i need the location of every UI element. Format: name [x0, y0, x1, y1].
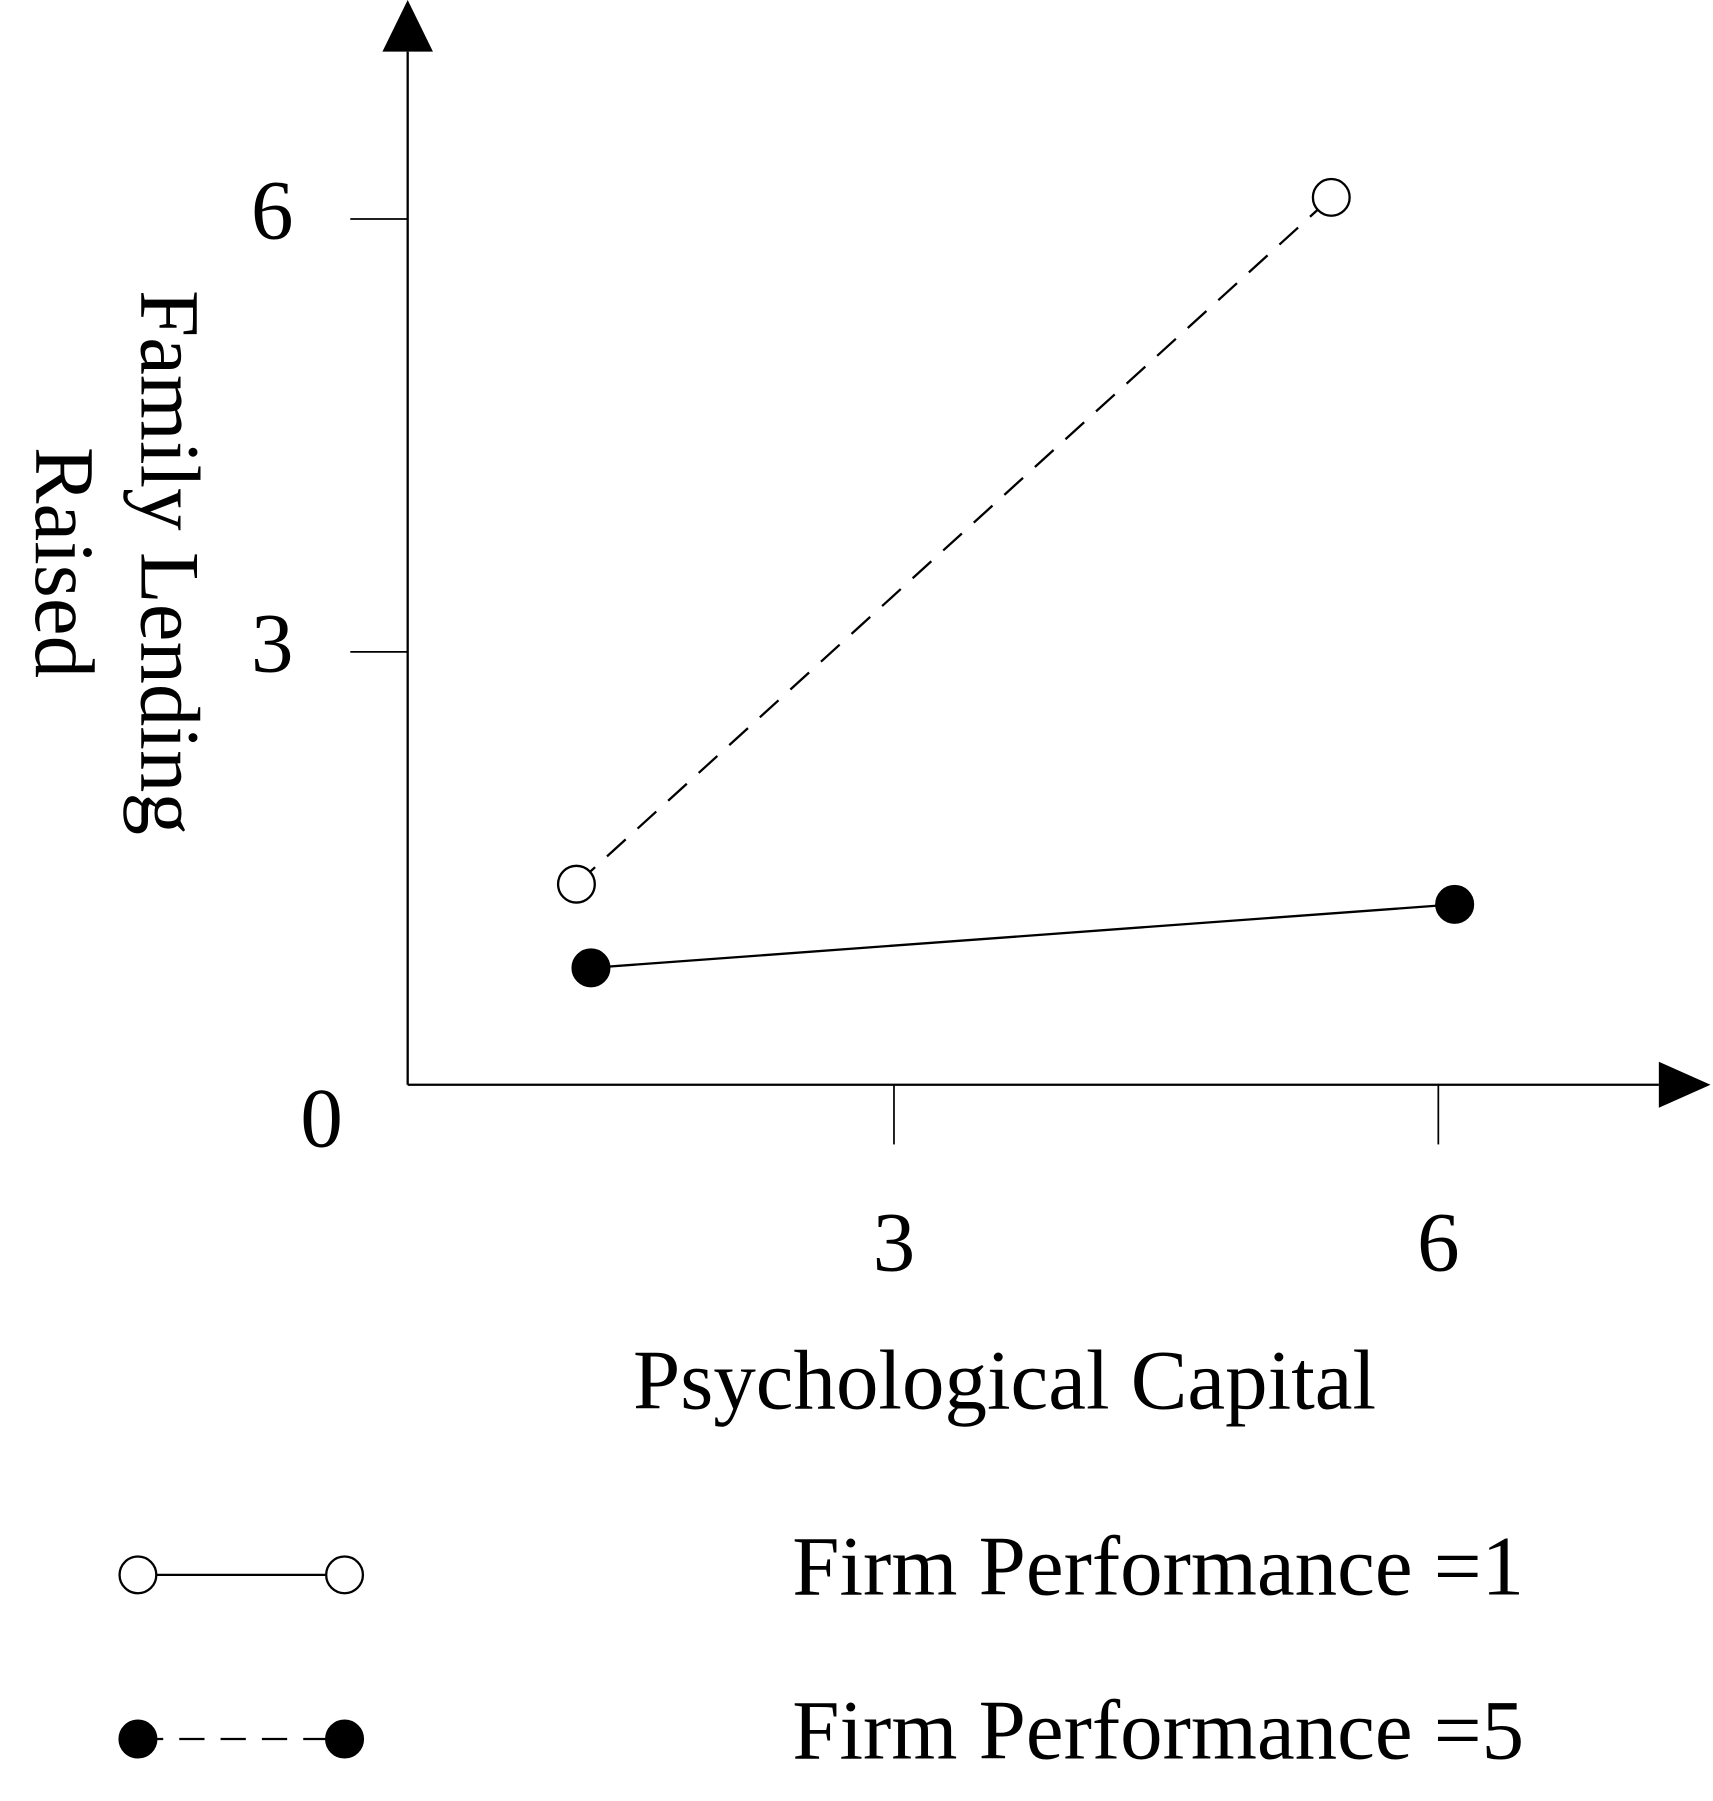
- y-axis-arrow: [382, 0, 433, 52]
- legend-marker: [118, 1555, 158, 1595]
- x-tick-label: 3: [873, 1196, 915, 1290]
- series-line: [575, 196, 1333, 886]
- y-tick-label: 0: [300, 1072, 342, 1166]
- y-axis-label: Family Lending: [122, 290, 216, 835]
- legend-label: Firm Performance =5: [792, 1684, 1524, 1778]
- x-tick-label: 6: [1417, 1196, 1459, 1290]
- data-point: [1435, 884, 1475, 924]
- legend-marker: [325, 1555, 365, 1595]
- series-line: [590, 903, 1455, 970]
- data-point: [571, 948, 611, 988]
- legend-marker: [325, 1719, 365, 1759]
- data-point: [556, 864, 596, 904]
- data-point: [1311, 177, 1351, 217]
- y-tick-label: 3: [251, 596, 293, 690]
- x-axis-arrow: [1658, 1061, 1711, 1108]
- legend-label: Firm Performance =1: [792, 1519, 1524, 1613]
- legend-marker: [118, 1719, 158, 1759]
- y-tick-label: 6: [251, 164, 293, 258]
- y-axis-label: Raised: [17, 447, 111, 678]
- x-axis-label: Psychological Capital: [633, 1333, 1376, 1427]
